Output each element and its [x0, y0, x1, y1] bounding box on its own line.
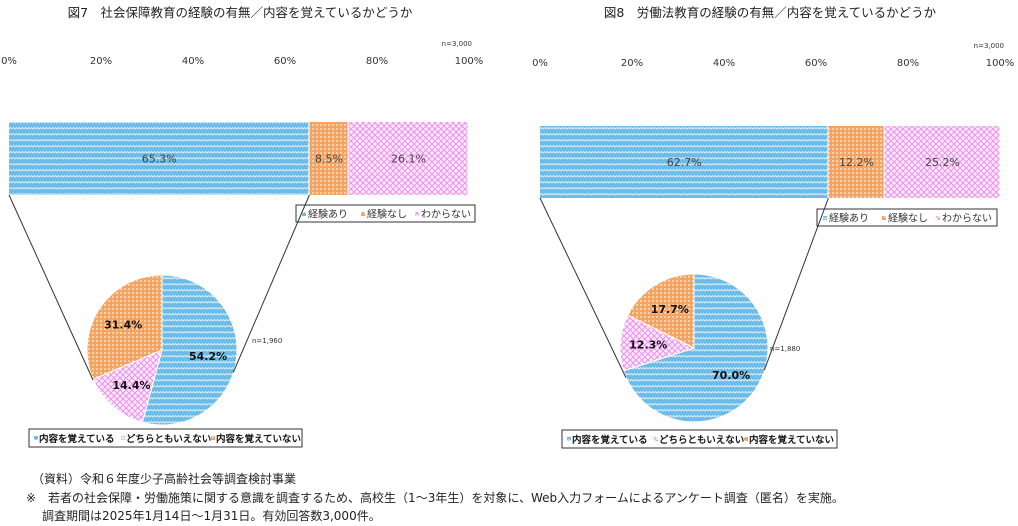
bar-legend-label: わからない	[421, 209, 471, 221]
bar-data-label: 12.2%	[839, 156, 874, 169]
axis-tick-label: 60%	[805, 58, 827, 69]
charts-canvas: 図7 社会保障教育の経験の有無／内容を覚えているかどうか n=3,000 0% 20%…	[1, 5, 1015, 449]
bar-legend-label: 経験なし	[888, 212, 928, 225]
axis-tick-label: 20%	[90, 56, 112, 67]
chart-title: 図8 労働法教育の経験の有無／内容を覚えているかどうか	[604, 5, 937, 20]
connector-line-left	[8, 194, 94, 381]
chart-title: 図7 社会保障教育の経験の有無／内容を覚えているかどうか	[68, 5, 413, 20]
legend-swatch	[415, 212, 419, 216]
pie-data-label: 54.2%	[189, 350, 227, 363]
axis-tick-label: 60%	[274, 56, 296, 67]
bar-data-label: 25.2%	[925, 156, 960, 169]
pie-legend-label: 内容を覚えていない	[216, 433, 301, 445]
pie-data-label: 12.3%	[629, 339, 667, 352]
pie-legend-label: 内容を覚えていない	[749, 434, 834, 446]
bar-data-label: 65.3%	[142, 153, 177, 166]
legend-swatch	[823, 216, 827, 220]
legend-swatch	[744, 437, 748, 441]
axis-tick-label: 0%	[532, 58, 548, 69]
survey-note-line1: ※ 若者の社会保障・労働施策に関する意識を調査するため、高校生（1～3年生）を対…	[26, 491, 844, 505]
bar-legend-label: 経験なし	[367, 208, 407, 221]
bar-data-label: 62.7%	[667, 156, 702, 169]
survey-note-line2: 調査期間は2025年1月14日～1月31日。有効回答数3,000件。	[42, 509, 381, 523]
chart-2: 図8 労働法教育の経験の有無／内容を覚えているかどうか n=3,000 0% 20% 4…	[532, 5, 1015, 449]
pie-data-label: 70.0%	[712, 369, 750, 382]
bar-segment-2	[309, 122, 348, 195]
legend-swatch	[302, 212, 306, 216]
legend-swatch	[121, 436, 125, 440]
bar-segment-1	[540, 126, 828, 198]
axis-tick-label: 40%	[713, 58, 735, 69]
axis-tick-label: 100%	[986, 58, 1015, 69]
bar-segment-3	[884, 126, 1000, 198]
axis-tick-label: 0%	[1, 56, 17, 67]
bar-legend-label: 経験あり	[829, 212, 869, 225]
pie-data-label: 31.4%	[104, 318, 142, 331]
bar-sample-size: n=3,000	[442, 40, 472, 48]
pie-slice-1	[141, 274, 238, 426]
bar-legend-label: わからない	[942, 213, 992, 225]
pie-data-label: 14.4%	[112, 379, 150, 392]
pie-legend-label: どちらともいえない	[659, 434, 744, 446]
bar-segment-3	[348, 122, 468, 195]
legend-swatch	[567, 437, 571, 441]
bar-legend-box	[816, 208, 998, 227]
pie-legend-label: 内容を覚えている	[39, 433, 115, 445]
pie-slice-1	[622, 273, 769, 423]
pie-legend-box	[561, 429, 838, 449]
legend-swatch	[34, 436, 38, 440]
axis-tick-label: 100%	[455, 56, 484, 67]
pie-sample-size: n=1,880	[770, 345, 800, 353]
legend-swatch	[211, 436, 215, 440]
legend-swatch	[361, 212, 365, 216]
bar-legend-box	[295, 204, 476, 223]
bar-legend-label: 経験あり	[308, 208, 348, 221]
pie-data-label: 17.7%	[651, 303, 689, 316]
connector-line-right	[232, 194, 310, 373]
pie-slice-2	[92, 349, 163, 424]
bar-data-label: 26.1%	[391, 153, 426, 166]
legend-swatch	[882, 216, 886, 220]
legend-swatch	[654, 437, 658, 441]
connector-line-right	[763, 197, 829, 371]
pie-slice-3	[626, 273, 695, 349]
chart-1: 図7 社会保障教育の経験の有無／内容を覚えているかどうか n=3,000 0% 20%…	[1, 5, 484, 448]
axis-tick-label: 80%	[366, 56, 388, 67]
axis-tick-label: 80%	[897, 58, 919, 69]
pie-sample-size: n=1,960	[252, 337, 282, 345]
legend-swatch	[936, 216, 940, 220]
connector-line-left	[539, 197, 627, 378]
axis-tick-label: 40%	[182, 56, 204, 67]
axis-tick-label: 20%	[621, 58, 643, 69]
bar-sample-size: n=3,000	[974, 42, 1004, 50]
bar-data-label: 8.5%	[315, 153, 343, 166]
pie-legend-box	[28, 428, 303, 448]
pie-legend-label: 内容を覚えている	[572, 434, 648, 446]
bar-segment-2	[828, 126, 884, 198]
source-note: （資料）令和６年度少子高齢社会等調査検討事業	[32, 472, 297, 486]
pie-slice-3	[86, 274, 163, 381]
bar-segment-1	[9, 122, 309, 195]
pie-legend-label: どちらともいえない	[126, 433, 211, 445]
